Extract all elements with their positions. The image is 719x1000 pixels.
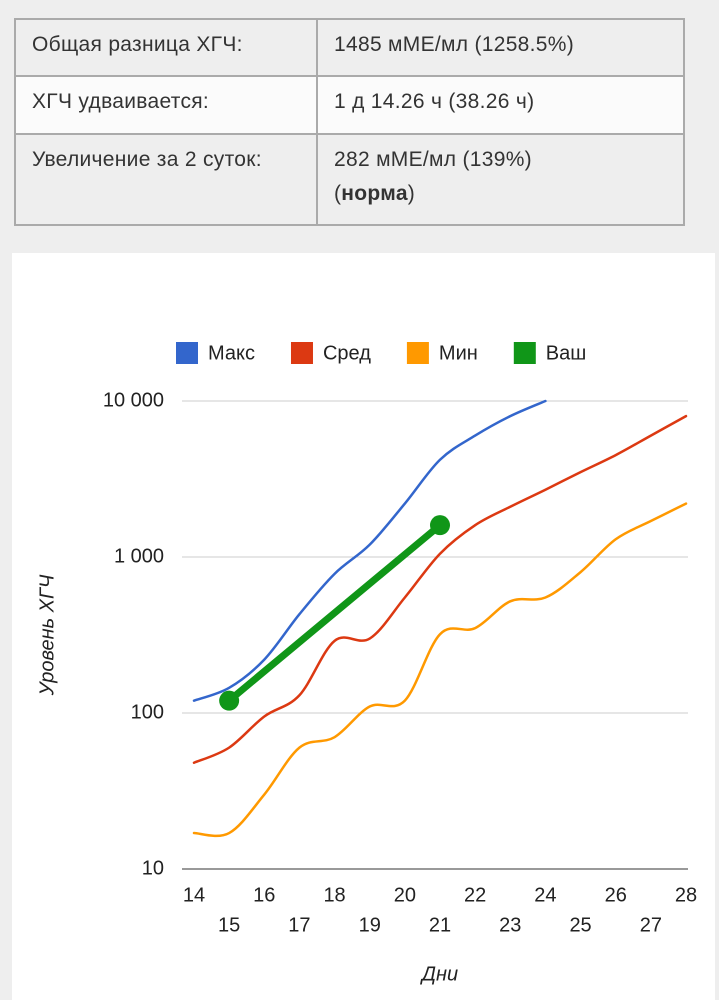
data-point xyxy=(430,515,450,536)
x-tick-label: 20 xyxy=(394,884,416,906)
legend-label: Макс xyxy=(208,342,255,364)
label: ХГЧ удваивается: xyxy=(14,75,318,135)
x-tick-label: 25 xyxy=(569,914,591,936)
x-tick-label: 19 xyxy=(359,914,381,936)
y-tick-label: 10 000 xyxy=(103,389,164,411)
x-axis-title: Дни xyxy=(420,963,458,985)
x-tick-label: 22 xyxy=(464,884,486,906)
chart: Уровень ХГЧ Дни 10 100 1 000 10 000 14 15 16 17… xyxy=(12,253,715,1000)
label: Общая разница ХГЧ: xyxy=(14,18,318,77)
series-line xyxy=(192,399,547,702)
legend-label: Ваш xyxy=(546,342,587,364)
x-tick-label: 21 xyxy=(429,914,451,936)
x-tick-label: 15 xyxy=(218,914,240,936)
x-tick-label: 24 xyxy=(534,884,556,906)
x-tick-label: 14 xyxy=(183,884,205,906)
x-tick-label: 27 xyxy=(640,914,662,936)
legend-swatch xyxy=(176,342,198,364)
paren: ( xyxy=(334,182,342,205)
data-point xyxy=(219,690,240,711)
x-tick-label: 17 xyxy=(288,914,310,936)
x-tick-label: 26 xyxy=(605,884,627,906)
value: 282 мМЕ/мл (139%) (норма) xyxy=(316,133,685,226)
series-line xyxy=(192,502,688,838)
label: Увеличение за 2 суток: xyxy=(14,133,318,226)
x-tick-label: 28 xyxy=(675,884,697,906)
legend-swatch xyxy=(513,342,536,364)
legend-label: Сред xyxy=(323,342,371,364)
legend-label: Мин xyxy=(439,342,478,364)
series-line xyxy=(192,414,688,764)
summary-table: Общая разница ХГЧ: 1485 мМЕ/мл (1258.5%) … xyxy=(14,18,685,226)
x-tick-label: 18 xyxy=(323,884,345,906)
status: норма xyxy=(341,182,408,205)
y-tick-label: 1 000 xyxy=(114,545,164,567)
value: 1 д 14.26 ч (38.26 ч) xyxy=(316,75,685,135)
paren: ) xyxy=(407,182,416,205)
value-text: 282 мМЕ/мл (139%) xyxy=(334,148,532,171)
y-tick-label: 100 xyxy=(131,701,164,723)
x-tick-label: 16 xyxy=(253,884,275,906)
y-tick-label: 10 xyxy=(142,857,164,879)
x-tick-label: 23 xyxy=(499,914,521,936)
series-line xyxy=(225,521,444,705)
legend-swatch xyxy=(406,342,429,364)
value: 1485 мМЕ/мл (1258.5%) xyxy=(316,18,685,77)
y-axis-title: Уровень ХГЧ xyxy=(36,574,58,696)
legend-swatch xyxy=(290,342,313,364)
